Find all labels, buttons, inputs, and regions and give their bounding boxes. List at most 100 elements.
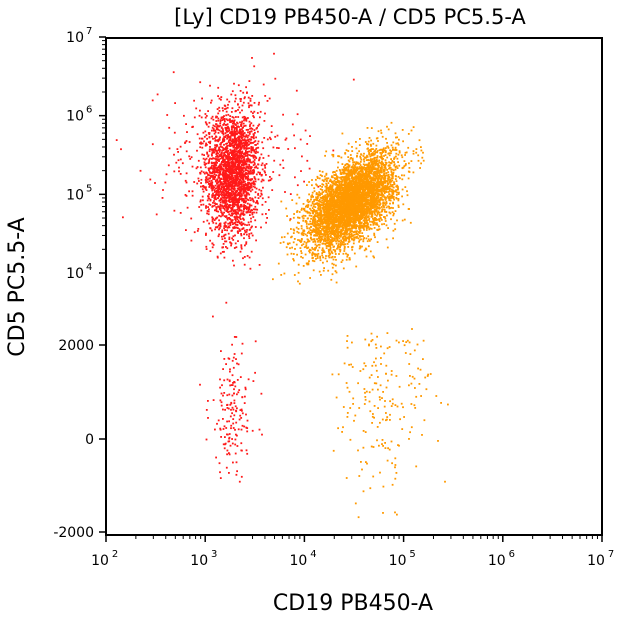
data-point — [205, 142, 207, 145]
data-point — [204, 187, 207, 189]
data-point — [219, 136, 221, 139]
data-point — [240, 234, 243, 237]
data-point — [259, 173, 261, 176]
data-point — [219, 145, 222, 148]
data-point — [245, 162, 248, 165]
data-point — [190, 217, 193, 220]
data-point — [396, 136, 398, 139]
data-point — [291, 246, 293, 249]
data-point — [234, 138, 237, 141]
data-point — [243, 141, 245, 144]
data-point — [209, 184, 211, 187]
data-point — [256, 208, 259, 211]
data-point — [244, 135, 247, 138]
data-point — [243, 156, 245, 159]
data-point — [251, 225, 253, 228]
data-point — [415, 151, 418, 154]
data-point — [295, 202, 298, 205]
data-point — [196, 182, 199, 185]
data-point — [407, 177, 410, 180]
data-point — [250, 186, 253, 189]
data-point — [352, 163, 355, 166]
data-point — [220, 163, 222, 166]
data-point — [213, 157, 216, 160]
data-point — [246, 141, 249, 144]
data-point — [295, 243, 298, 246]
data-point — [251, 161, 253, 164]
data-point — [244, 229, 246, 232]
data-point — [228, 119, 231, 122]
data-point — [223, 104, 226, 107]
data-point — [256, 112, 259, 114]
data-point — [378, 220, 381, 223]
data-point — [340, 178, 343, 180]
data-point — [252, 133, 255, 135]
data-point — [201, 195, 204, 198]
data-point — [217, 187, 220, 190]
data-point — [191, 126, 194, 128]
data-point — [322, 249, 324, 252]
data-point — [253, 116, 255, 119]
data-point — [227, 159, 229, 162]
data-point — [382, 199, 384, 201]
data-point — [282, 167, 285, 169]
data-point — [226, 218, 229, 221]
data-point — [372, 142, 375, 145]
data-point — [208, 193, 210, 196]
data-point — [252, 146, 254, 149]
data-point — [243, 173, 246, 176]
data-point — [228, 236, 231, 239]
data-point — [238, 193, 241, 195]
data-point — [352, 78, 355, 81]
data-point — [233, 392, 235, 395]
data-point — [231, 406, 234, 409]
data-point — [228, 100, 231, 103]
data-point — [218, 195, 220, 197]
data-point — [219, 143, 222, 146]
data-point — [208, 222, 210, 225]
data-point — [392, 214, 395, 217]
data-point — [227, 141, 230, 143]
data-point — [358, 150, 360, 153]
data-point — [220, 117, 223, 119]
data-point — [216, 256, 219, 259]
data-point — [226, 126, 228, 129]
points-layer — [115, 52, 449, 519]
data-point — [220, 350, 222, 352]
data-point — [300, 240, 303, 243]
data-point — [231, 158, 234, 161]
data-point — [223, 140, 225, 142]
data-point — [223, 425, 226, 428]
data-point — [226, 170, 229, 172]
data-point — [209, 250, 212, 252]
data-point — [285, 137, 288, 140]
data-point — [241, 185, 244, 188]
data-point — [323, 267, 325, 269]
data-point — [228, 188, 231, 191]
data-point — [251, 95, 254, 97]
data-point — [297, 228, 300, 230]
data-point — [225, 199, 228, 202]
data-point — [236, 203, 238, 206]
data-point — [212, 244, 215, 246]
data-point — [226, 404, 228, 406]
data-point — [309, 212, 312, 215]
data-point — [230, 130, 232, 133]
data-point — [193, 181, 196, 183]
data-point — [233, 131, 236, 133]
data-point — [243, 142, 246, 145]
data-point — [320, 274, 322, 276]
data-point — [207, 400, 209, 402]
data-point — [232, 154, 235, 157]
data-point — [374, 149, 376, 152]
data-point — [297, 271, 300, 274]
data-point — [217, 419, 220, 422]
data-point — [228, 213, 231, 216]
data-point — [236, 223, 239, 226]
data-point — [340, 184, 343, 187]
data-point — [211, 220, 214, 223]
data-point — [286, 215, 288, 217]
data-point — [226, 157, 228, 160]
data-point — [224, 203, 227, 205]
data-point — [179, 145, 182, 148]
